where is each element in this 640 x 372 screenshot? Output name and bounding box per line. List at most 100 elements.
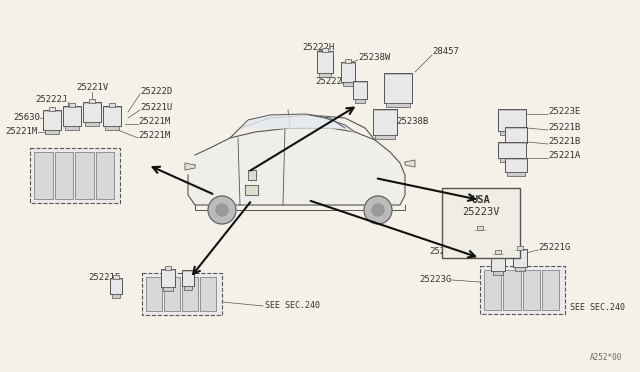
Bar (112, 294, 120, 298)
Text: 25221M: 25221M (138, 131, 170, 141)
Bar (495, 250, 501, 254)
Text: A252*00: A252*00 (589, 353, 622, 362)
Bar (65, 126, 79, 130)
Bar (507, 172, 525, 176)
Bar (491, 253, 505, 271)
Bar (355, 99, 365, 103)
Bar (386, 103, 410, 107)
Bar (507, 143, 525, 147)
Bar (517, 246, 523, 250)
Text: SEE SEC.240: SEE SEC.240 (570, 304, 625, 312)
Bar (142, 273, 222, 315)
Circle shape (372, 204, 384, 216)
Text: 25222J: 25222J (36, 96, 68, 105)
Bar (161, 269, 175, 287)
Bar (353, 81, 367, 99)
Text: 25221M: 25221M (138, 118, 170, 126)
Text: 25221A: 25221A (548, 151, 580, 160)
Bar (110, 278, 122, 294)
Bar (164, 277, 180, 311)
Text: 25238B: 25238B (396, 118, 428, 126)
Bar (480, 266, 565, 314)
Bar (477, 226, 483, 230)
Bar (375, 135, 395, 139)
Text: 25221U: 25221U (140, 103, 172, 112)
Bar (317, 51, 333, 73)
Polygon shape (248, 170, 256, 180)
Polygon shape (310, 115, 355, 132)
Bar (373, 109, 397, 135)
Circle shape (208, 196, 236, 224)
Bar (69, 103, 75, 107)
Bar (85, 122, 99, 126)
Polygon shape (405, 160, 415, 167)
Bar (503, 270, 520, 310)
Text: 25223V: 25223V (462, 207, 500, 217)
Bar (473, 229, 487, 247)
Bar (322, 48, 328, 52)
Polygon shape (185, 163, 195, 170)
Bar (498, 109, 526, 131)
Bar (184, 286, 192, 290)
Bar (541, 270, 559, 310)
Text: 25221N: 25221N (429, 247, 462, 257)
Text: 25221V: 25221V (76, 83, 108, 93)
Text: 25221G: 25221G (538, 244, 570, 253)
Bar (522, 270, 540, 310)
Bar (505, 127, 527, 143)
Bar (319, 73, 331, 77)
Text: 28457: 28457 (432, 48, 459, 57)
Circle shape (364, 196, 392, 224)
Text: 25222H: 25222H (302, 44, 334, 52)
Text: USA: USA (472, 195, 490, 205)
Bar (484, 270, 501, 310)
Bar (505, 158, 527, 172)
Bar (54, 152, 73, 199)
Bar (146, 277, 162, 311)
Bar (30, 148, 120, 203)
Text: 25223E: 25223E (548, 108, 580, 116)
Text: 25221M: 25221M (6, 128, 38, 137)
Bar (384, 73, 412, 103)
Bar (515, 267, 525, 271)
Bar (163, 287, 173, 291)
Bar (343, 82, 353, 86)
Bar (442, 188, 520, 258)
Text: 25221E: 25221E (88, 273, 120, 282)
Bar (182, 270, 194, 286)
Text: 25630: 25630 (13, 113, 40, 122)
Bar (493, 271, 503, 275)
Bar (113, 275, 119, 279)
Polygon shape (245, 185, 258, 195)
Bar (345, 59, 351, 63)
Text: 25238W: 25238W (358, 54, 390, 62)
Circle shape (216, 204, 228, 216)
Text: 25221B: 25221B (548, 138, 580, 147)
Text: 25222D: 25222D (140, 87, 172, 96)
Bar (182, 277, 198, 311)
Bar (63, 106, 81, 126)
Bar (341, 62, 355, 82)
Bar (34, 152, 52, 199)
Text: 25221B: 25221B (548, 124, 580, 132)
Bar (109, 103, 115, 107)
Bar (49, 107, 55, 111)
Bar (83, 102, 101, 122)
Bar (165, 266, 171, 270)
Bar (200, 277, 216, 311)
Text: SEE SEC.240: SEE SEC.240 (265, 301, 320, 311)
Polygon shape (240, 114, 345, 128)
Bar (500, 131, 524, 135)
Bar (75, 152, 93, 199)
Bar (45, 130, 59, 134)
Bar (103, 106, 121, 126)
Text: SEE SEC.240: SEE SEC.240 (38, 187, 93, 196)
Bar (95, 152, 114, 199)
Bar (498, 142, 526, 158)
Bar (43, 110, 61, 130)
Polygon shape (188, 128, 405, 205)
Bar (105, 126, 119, 130)
Bar (89, 99, 95, 103)
Bar (513, 249, 527, 267)
Text: 25223G: 25223G (420, 276, 452, 285)
